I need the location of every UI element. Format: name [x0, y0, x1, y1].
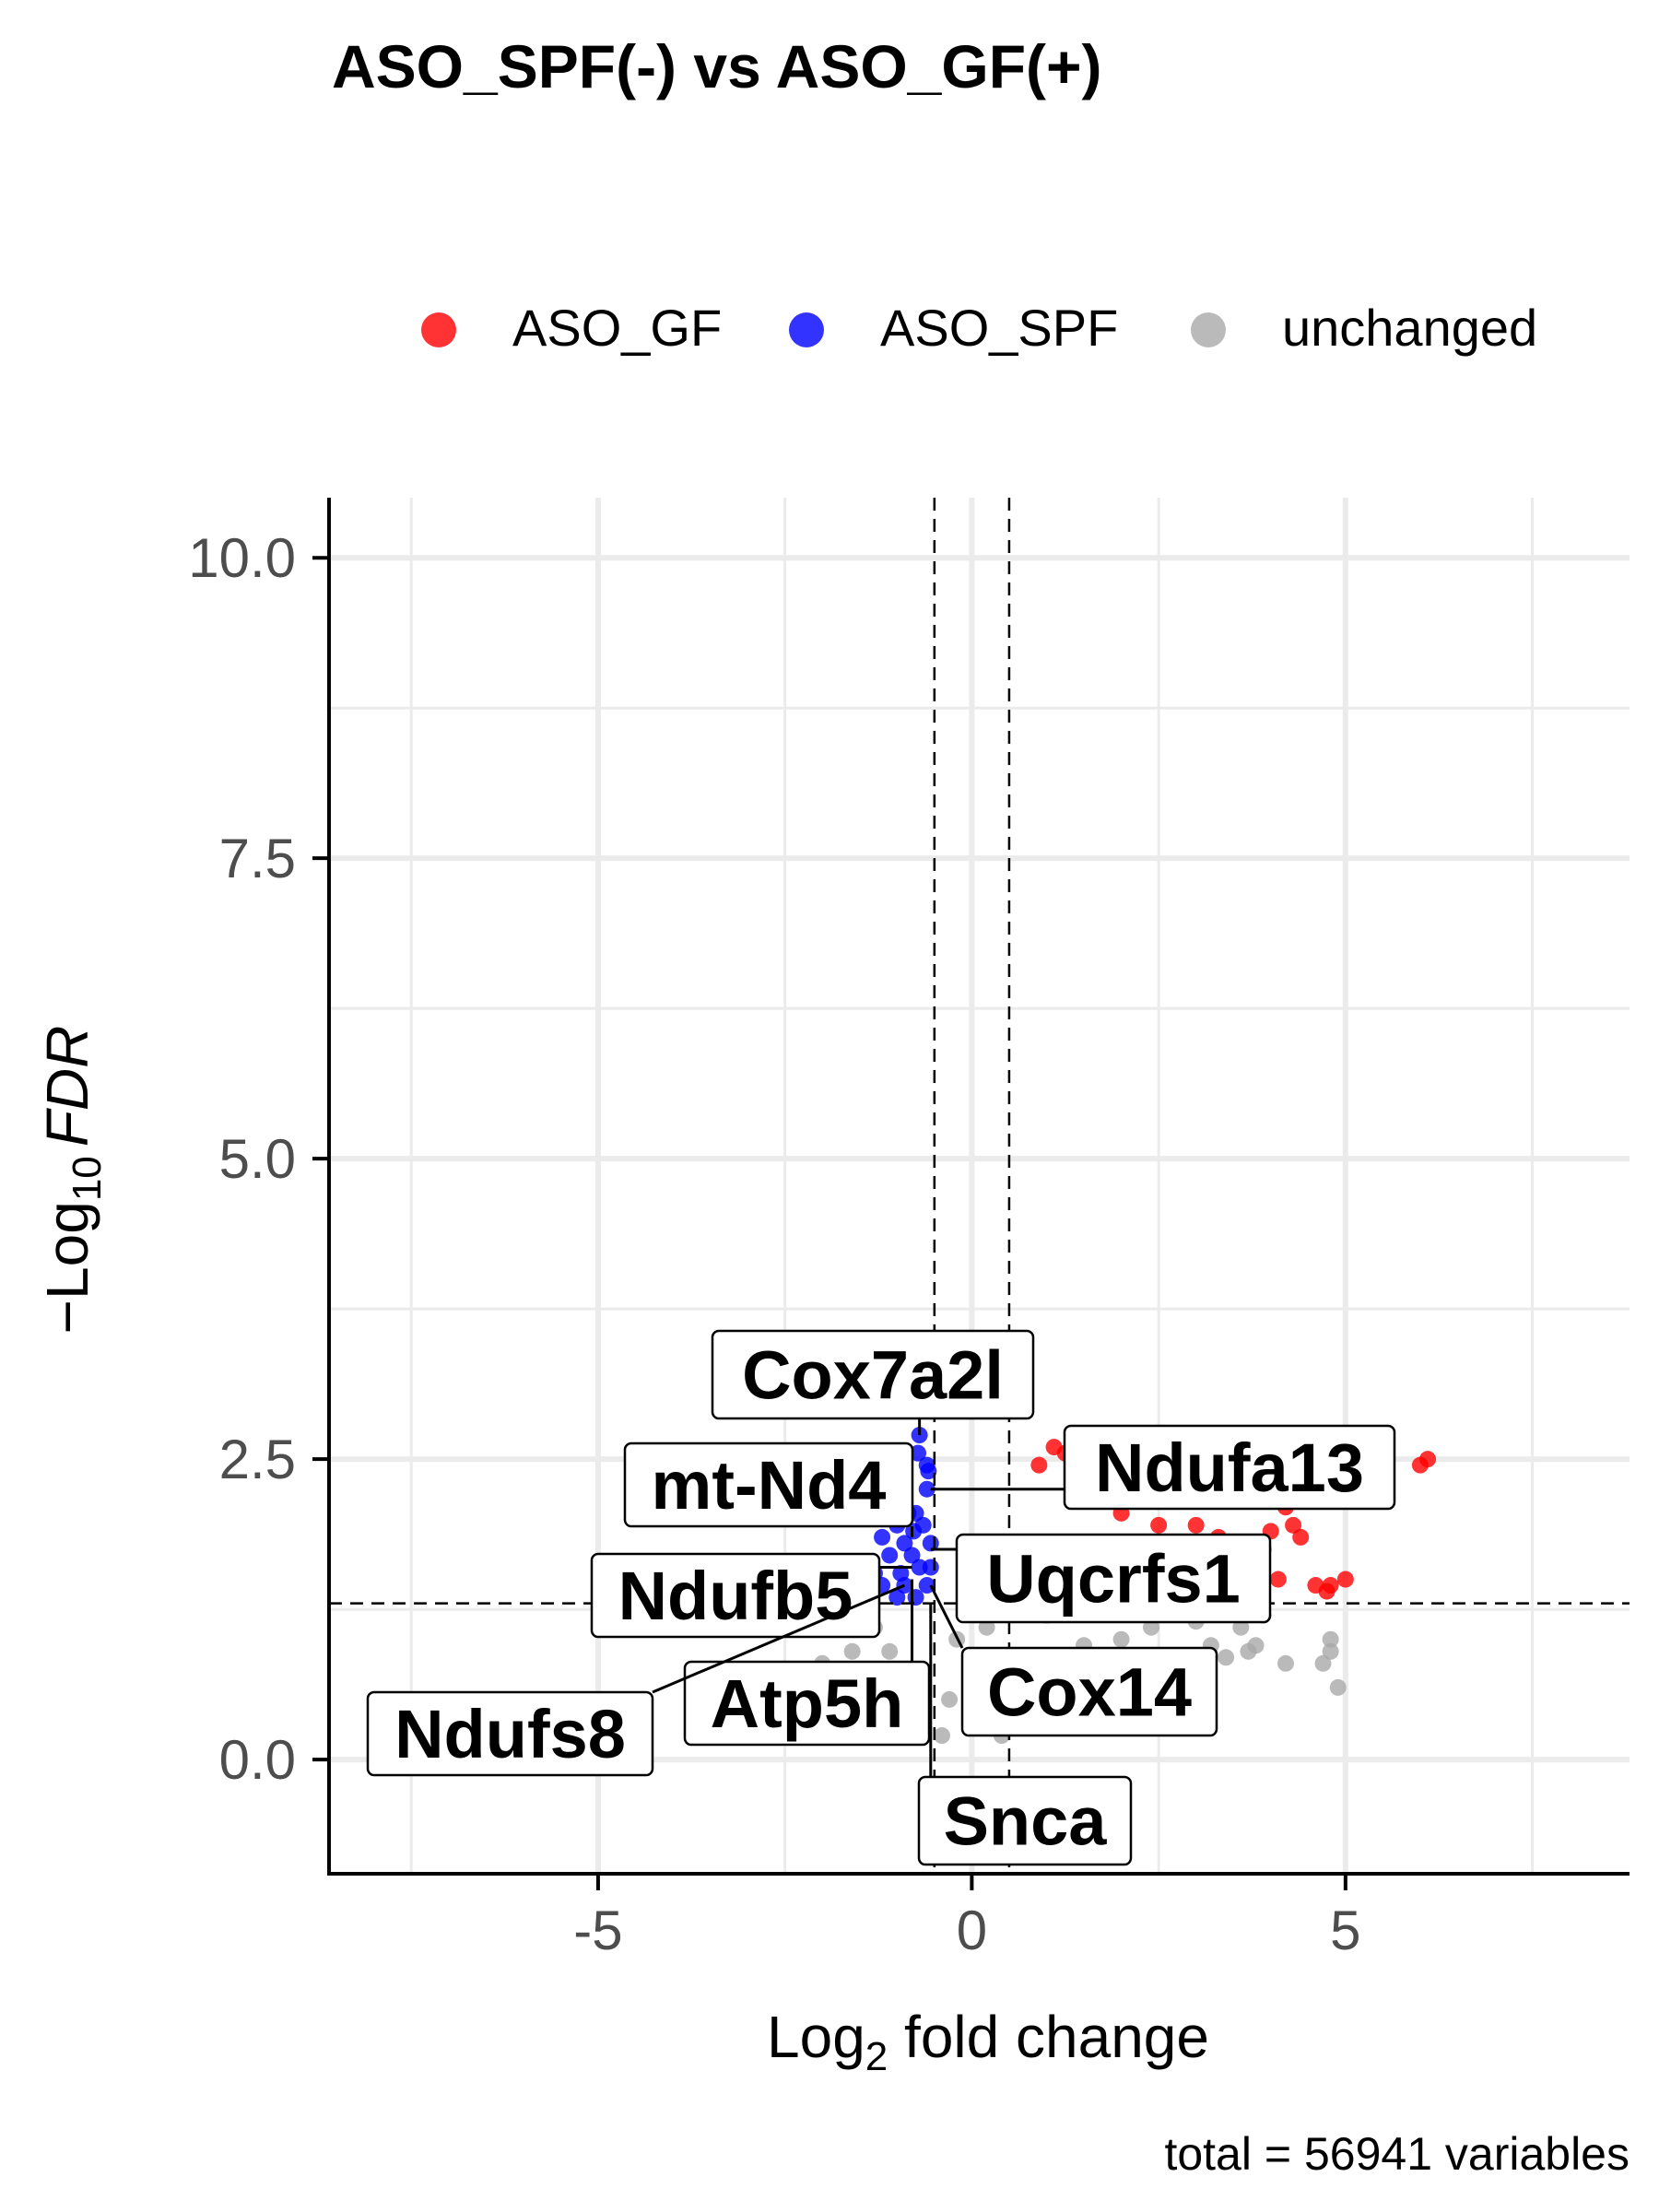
- label-connector-ndufs8: [652, 1583, 905, 1694]
- point-unchanged-36: [933, 1727, 950, 1745]
- gene-label-ndufs8: Ndufs8: [394, 1696, 626, 1772]
- point-unchanged-33: [941, 1690, 959, 1708]
- y-tick-label-1: 2.5: [219, 1429, 296, 1490]
- point-aso-spf-13: [914, 1516, 932, 1534]
- label-box-cox14: [960, 1646, 1218, 1737]
- y-tick-label-0: 0.0: [219, 1729, 296, 1791]
- gene-label-atp5h: Atp5h: [711, 1665, 904, 1742]
- legend-label-2: unchanged: [1282, 299, 1537, 357]
- point-unchanged-8: [1314, 1654, 1332, 1672]
- point-aso-gf-14: [1292, 1528, 1310, 1546]
- gene-label-mt-nd4: mt-Nd4: [652, 1447, 887, 1524]
- chart-title: ASO_SPF(-) vs ASO_GF(+): [332, 32, 1102, 100]
- label-box-mt-nd4: [623, 1441, 914, 1528]
- label-box-ndufs8: [366, 1690, 654, 1777]
- point-aso-spf-9: [874, 1528, 891, 1546]
- point-aso-gf-19: [1336, 1571, 1354, 1588]
- point-unchanged-14: [1240, 1642, 1257, 1660]
- point-unchanged-10: [1329, 1678, 1347, 1696]
- point-unchanged-11: [1322, 1642, 1339, 1660]
- y-tick-label-4: 10.0: [188, 527, 296, 589]
- label-box-atp5h: [683, 1660, 931, 1747]
- point-aso-spf-20: [922, 1559, 939, 1576]
- point-aso-spf-24: [918, 1577, 935, 1594]
- point-aso-spf-5: [918, 1480, 935, 1498]
- y-tick-label-2: 5.0: [219, 1128, 296, 1190]
- legend-key-0: [421, 312, 456, 347]
- x-tick-label-2: 5: [1330, 1900, 1360, 1961]
- point-unchanged-38: [881, 1642, 899, 1660]
- x-axis-label: Log2 fold change: [767, 2004, 1209, 2079]
- point-aso-spf-3: [920, 1463, 937, 1480]
- label-box-ndufa13: [1063, 1424, 1396, 1511]
- point-unchanged-9: [1322, 1630, 1339, 1648]
- gene-labels: Cox7a2l Ndufa13 mt-Nd4 Uqcrfs1 Ndufb5 Atp5h Co…: [366, 1329, 1396, 1866]
- gene-label-cox7a2l: Cox7a2l: [742, 1337, 1004, 1414]
- legend-label-1: ASO_SPF: [880, 299, 1118, 357]
- point-aso-gf-13: [1285, 1516, 1302, 1534]
- y-tick-label-3: 7.5: [219, 828, 296, 889]
- point-unchanged-4: [843, 1642, 861, 1660]
- point-unchanged-16: [1218, 1649, 1235, 1666]
- point-aso-spf-14: [881, 1547, 899, 1564]
- point-aso-spf-1: [910, 1444, 927, 1462]
- label-connector-cox14: [929, 1584, 964, 1649]
- x-tick-label-1: 0: [957, 1900, 987, 1961]
- point-aso-spf-27: [888, 1589, 906, 1606]
- point-aso-gf-0: [1030, 1456, 1048, 1474]
- gene-label-uqcrfs1: Uqcrfs1: [986, 1541, 1241, 1618]
- y-axis-label: −Log10FDR: [34, 1026, 110, 1335]
- label-box-cox7a2l: [711, 1329, 1035, 1420]
- point-aso-gf-5: [1150, 1516, 1168, 1534]
- point-aso-spf-11: [896, 1535, 913, 1552]
- legend-key-2: [1191, 312, 1226, 347]
- legend: ASO_GF ASO_SPF unchanged: [421, 299, 1537, 357]
- point-aso-gf-15: [1269, 1571, 1287, 1588]
- point-aso-gf-18: [1322, 1577, 1339, 1594]
- point-unchanged-7: [1277, 1654, 1294, 1672]
- point-unchanged-28: [1112, 1630, 1130, 1648]
- point-aso-spf-15: [903, 1547, 921, 1564]
- gene-label-cox14: Cox14: [987, 1654, 1192, 1731]
- caption: total = 56941 variables: [1164, 2128, 1630, 2180]
- label-box-uqcrfs1: [955, 1533, 1272, 1624]
- gene-label-ndufb5: Ndufb5: [618, 1558, 853, 1634]
- legend-label-0: ASO_GF: [512, 299, 722, 357]
- threshold-lines: [329, 498, 1630, 1874]
- point-aso-gf-7: [1187, 1516, 1205, 1534]
- legend-key-1: [789, 312, 824, 347]
- point-aso-gf-21: [1419, 1451, 1437, 1468]
- gene-label-snca: Snca: [944, 1783, 1108, 1860]
- label-box-snca: [917, 1775, 1133, 1866]
- x-tick-label-0: -5: [573, 1900, 622, 1961]
- gene-label-ndufa13: Ndufa13: [1095, 1430, 1364, 1506]
- axes: 0.0 2.5 5.0 7.5 10.0 -5 0 5: [188, 498, 1630, 1961]
